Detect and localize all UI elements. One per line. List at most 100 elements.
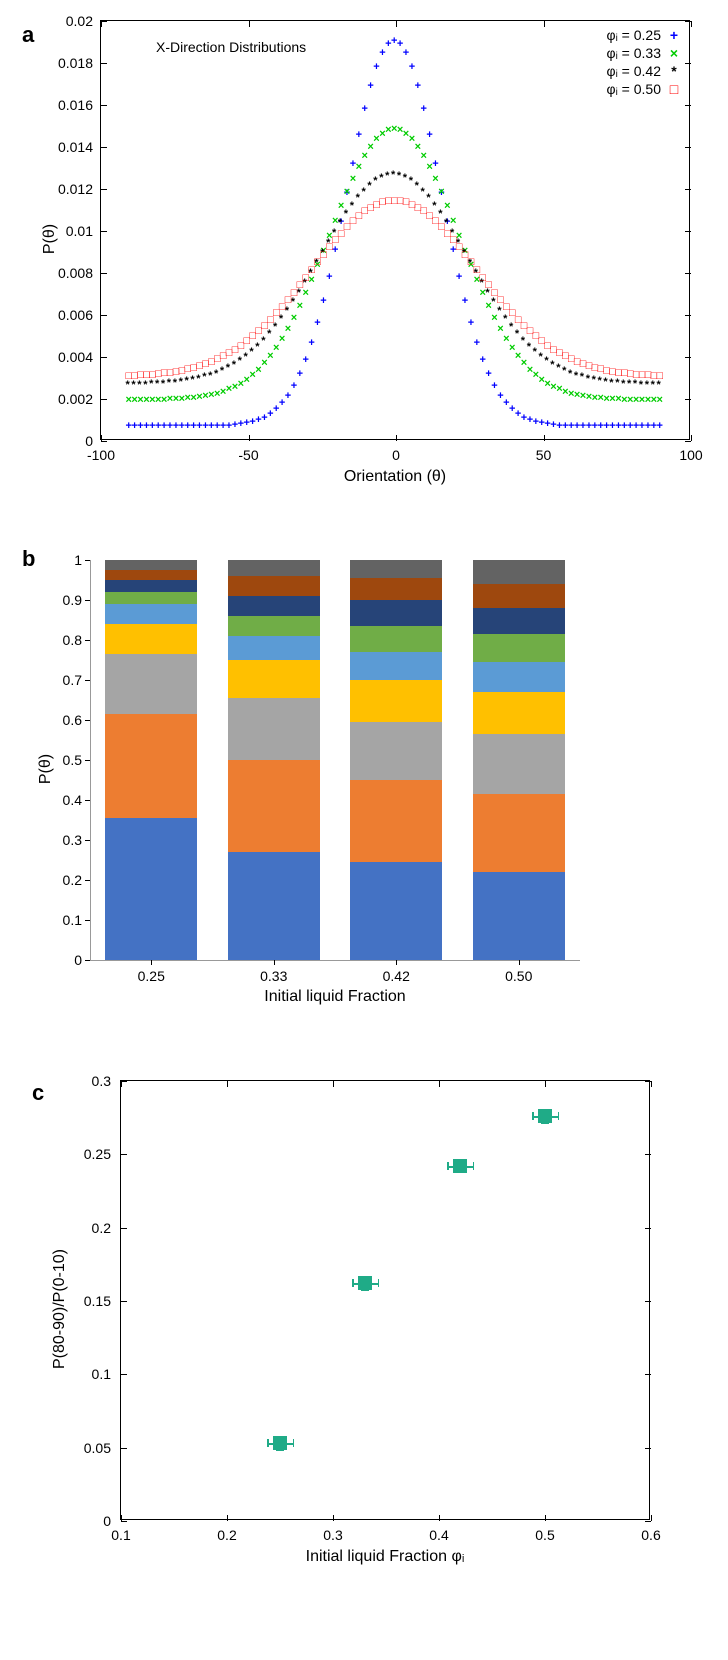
scatter-marker: □ bbox=[533, 330, 540, 342]
scatter-marker: + bbox=[657, 420, 663, 432]
scatter-marker: □ bbox=[397, 195, 404, 207]
scatter-marker: × bbox=[391, 123, 397, 135]
panel-a-ytick: 0 bbox=[85, 433, 93, 449]
scatter-marker: + bbox=[609, 420, 615, 432]
scatter-marker: + bbox=[285, 390, 291, 402]
scatter-marker: + bbox=[297, 368, 303, 380]
scatter-marker: × bbox=[474, 274, 480, 286]
scatter-marker: × bbox=[196, 391, 202, 403]
scatter-marker: * bbox=[167, 377, 171, 389]
bar-segment bbox=[350, 626, 442, 652]
scatter-marker: × bbox=[131, 394, 137, 406]
scatter-marker: * bbox=[356, 192, 360, 204]
bar-segment bbox=[473, 794, 565, 872]
panel-c-xtick: 0.4 bbox=[421, 1527, 457, 1543]
scatter-marker: □ bbox=[350, 215, 357, 227]
scatter-marker: * bbox=[220, 365, 224, 377]
panel-a-ytick: 0.01 bbox=[66, 223, 93, 239]
scatter-marker: + bbox=[308, 337, 314, 349]
scatter-marker: □ bbox=[297, 279, 304, 291]
scatter-marker: * bbox=[267, 328, 271, 340]
scatter-marker: × bbox=[320, 245, 326, 257]
scatter-marker: × bbox=[615, 393, 621, 405]
scatter-marker: □ bbox=[621, 367, 628, 379]
panel-a-ytick: 0.008 bbox=[58, 265, 93, 281]
panel-a-ytick: 0.018 bbox=[58, 55, 93, 71]
legend-item: φᵢ = 0.42* bbox=[607, 63, 681, 79]
scatter-marker: * bbox=[126, 379, 130, 391]
scatter-marker: □ bbox=[539, 335, 546, 347]
scatter-marker: * bbox=[391, 169, 395, 181]
scatter-marker: + bbox=[468, 317, 474, 329]
scatter-marker: □ bbox=[426, 210, 433, 222]
scatter-marker: □ bbox=[438, 221, 445, 233]
scatter-marker: + bbox=[491, 380, 497, 392]
scatter-marker: □ bbox=[155, 368, 162, 380]
panel-c-xlabel: Initial liquid Fraction φᵢ bbox=[120, 1548, 650, 1566]
panel-c-xtick: 0.2 bbox=[209, 1527, 245, 1543]
scatter-marker: + bbox=[503, 397, 509, 409]
legend-item: φᵢ = 0.33× bbox=[607, 45, 681, 61]
scatter-marker: * bbox=[379, 172, 383, 184]
scatter-marker: □ bbox=[126, 370, 133, 382]
scatter-marker: □ bbox=[196, 360, 203, 372]
scatter-marker: □ bbox=[314, 256, 321, 268]
bar-segment bbox=[473, 734, 565, 794]
scatter-marker: × bbox=[550, 381, 556, 393]
scatter-marker: + bbox=[208, 420, 214, 432]
scatter-marker: + bbox=[509, 403, 515, 415]
bar-segment bbox=[228, 760, 320, 852]
scatter-marker: + bbox=[409, 61, 415, 73]
scatter-marker: × bbox=[533, 369, 539, 381]
scatter-marker: * bbox=[261, 335, 265, 347]
scatter-marker: + bbox=[574, 420, 580, 432]
panel-b-xtick: 0.42 bbox=[335, 968, 458, 984]
panel-b-ytick: 0.6 bbox=[63, 712, 82, 728]
scatter-marker: + bbox=[421, 103, 427, 115]
scatter-marker: □ bbox=[468, 256, 475, 268]
scatter-marker: * bbox=[639, 379, 643, 391]
scatter-marker: + bbox=[226, 420, 232, 432]
scatter-marker: □ bbox=[462, 249, 469, 261]
scatter-marker: □ bbox=[285, 294, 292, 306]
scatter-marker bbox=[273, 1436, 287, 1450]
scatter-marker: × bbox=[214, 388, 220, 400]
scatter-marker: * bbox=[432, 200, 436, 212]
scatter-marker: * bbox=[143, 379, 147, 391]
scatter-marker: □ bbox=[190, 362, 197, 374]
scatter-marker: □ bbox=[373, 199, 380, 211]
scatter-marker: □ bbox=[515, 314, 522, 326]
scatter-marker: × bbox=[261, 357, 267, 369]
panel-a-ytick: 0.006 bbox=[58, 307, 93, 323]
scatter-marker: □ bbox=[214, 353, 221, 365]
bar-segment bbox=[228, 560, 320, 576]
scatter-marker: * bbox=[385, 170, 389, 182]
scatter-marker: * bbox=[409, 175, 413, 187]
panel-a-label: a bbox=[22, 22, 34, 48]
scatter-marker: * bbox=[603, 376, 607, 388]
scatter-marker: + bbox=[356, 129, 362, 141]
panel-c-ylabel: P(80-90)/P(0-10) bbox=[51, 1239, 69, 1379]
scatter-marker: × bbox=[356, 161, 362, 173]
scatter-marker: + bbox=[385, 38, 391, 50]
scatter-marker: × bbox=[462, 245, 468, 257]
scatter-marker: × bbox=[409, 133, 415, 145]
scatter-marker: □ bbox=[509, 307, 516, 319]
scatter-marker: + bbox=[598, 420, 604, 432]
scatter-marker: + bbox=[255, 414, 261, 426]
scatter-marker: + bbox=[550, 419, 556, 431]
scatter-marker: × bbox=[332, 215, 338, 227]
scatter-marker: □ bbox=[338, 228, 345, 240]
panel-b-plot-area: 00.10.20.30.40.50.60.70.80.910.250.330.4… bbox=[90, 560, 580, 960]
scatter-marker: * bbox=[426, 192, 430, 204]
scatter-marker: + bbox=[521, 412, 527, 424]
scatter-marker: + bbox=[196, 420, 202, 432]
scatter-marker: × bbox=[385, 124, 391, 136]
scatter-marker: □ bbox=[385, 195, 392, 207]
scatter-marker: + bbox=[456, 271, 462, 283]
scatter-marker: + bbox=[161, 420, 167, 432]
scatter-marker: * bbox=[202, 371, 206, 383]
scatter-marker: × bbox=[450, 215, 456, 227]
scatter-marker: □ bbox=[485, 279, 492, 291]
scatter-marker: + bbox=[527, 414, 533, 426]
